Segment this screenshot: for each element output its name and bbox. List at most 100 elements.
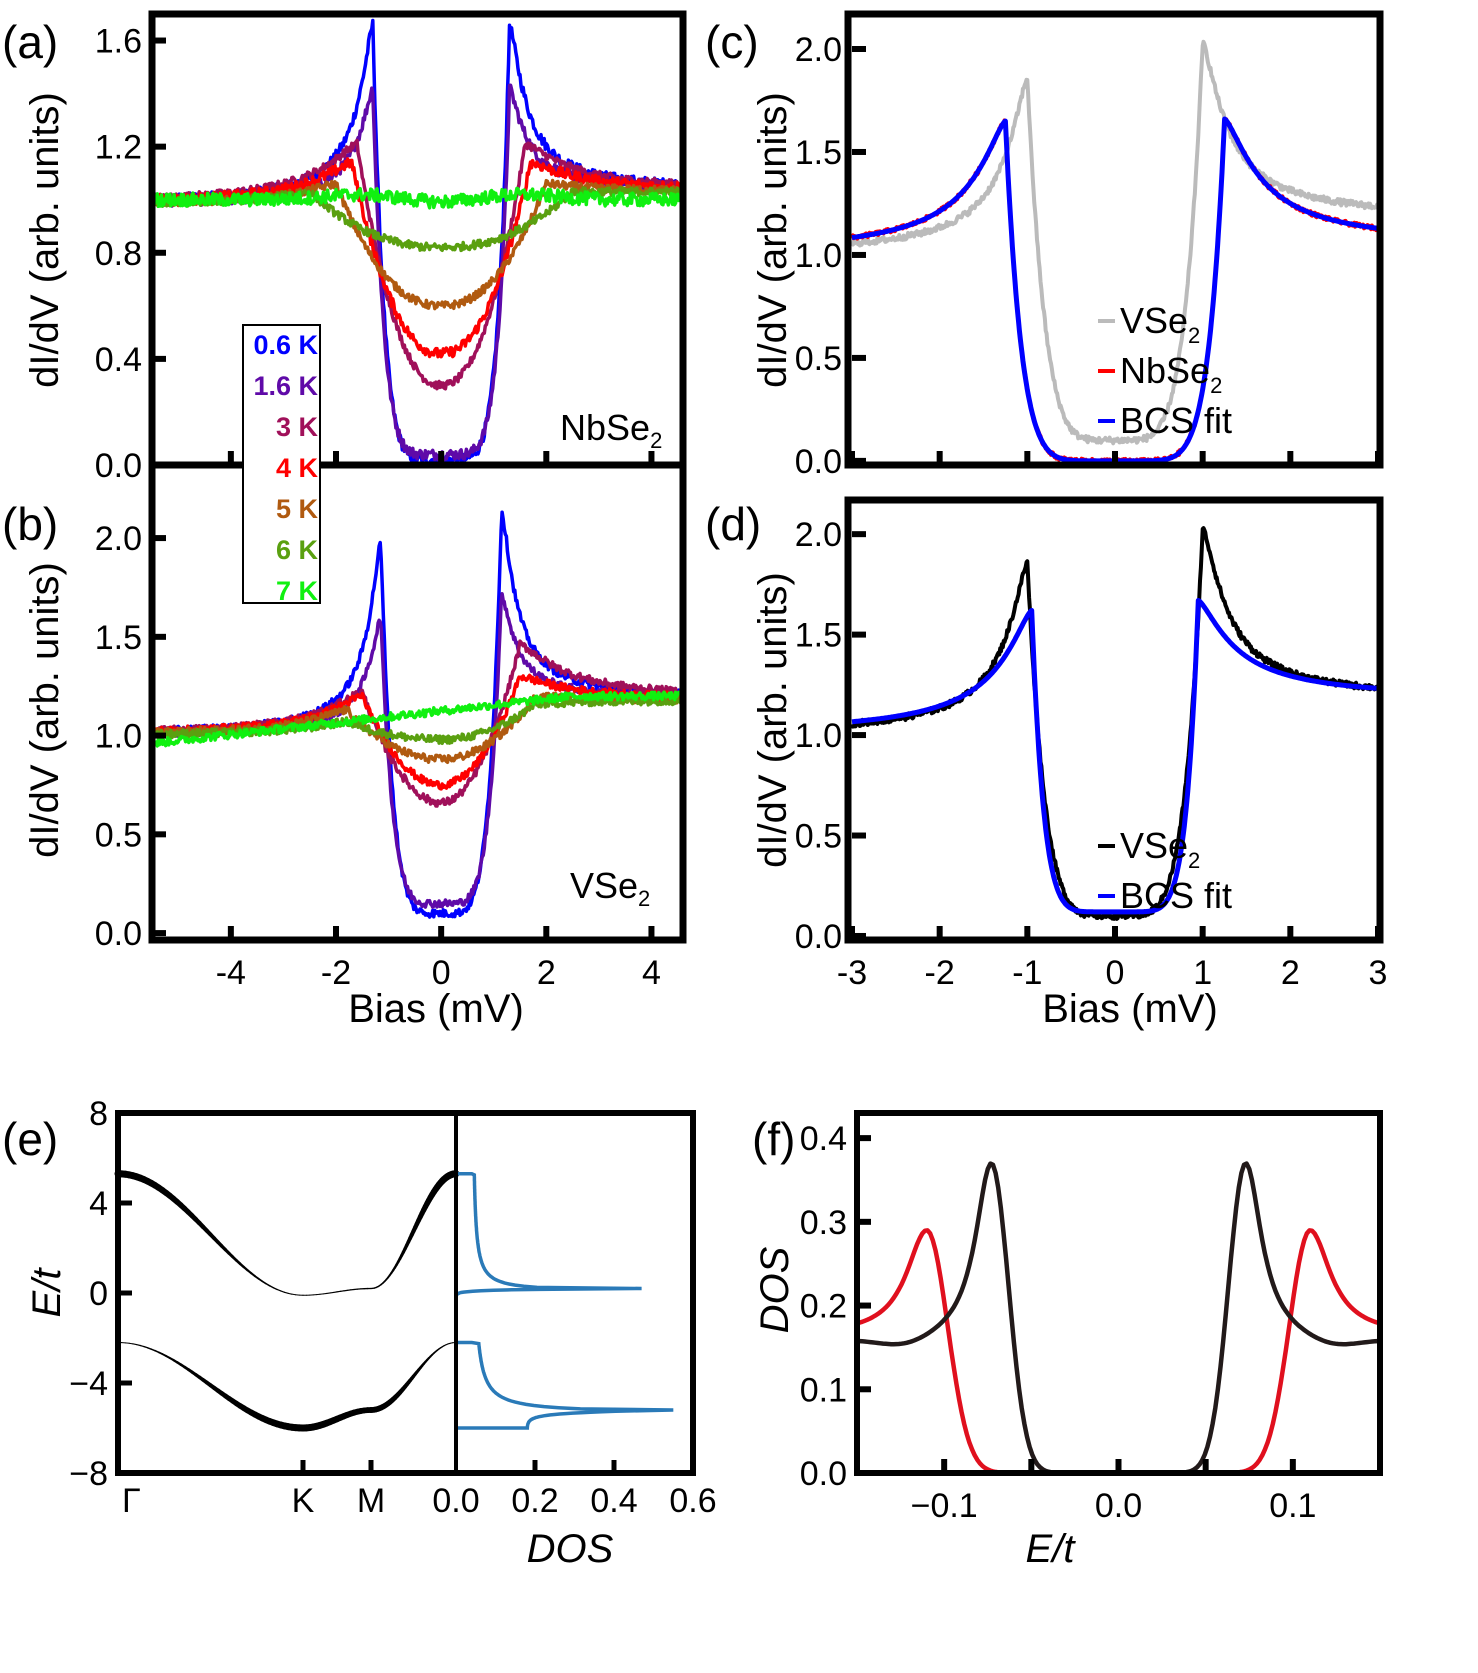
panel-d-legend-label: VSe2 bbox=[1120, 825, 1200, 873]
panel-f-xtick-label: 0.1 bbox=[1269, 1487, 1316, 1525]
panel-e-ytick-label: −8 bbox=[69, 1455, 108, 1493]
panel-b-ylabel: dI/dV (arb. units) bbox=[23, 562, 67, 858]
panel-d-ylabel: dI/dV (arb. units) bbox=[751, 572, 795, 868]
panel-d-legend-label: BCS fit bbox=[1120, 875, 1232, 916]
panel-d-ytick-label: 1.5 bbox=[795, 617, 842, 655]
panel-b: -4 -2 0 2 4 0.0 0.5 1.0 1.5 2.0 (b) dI/dV (arb. u… bbox=[2, 461, 687, 1031]
panel-a-annotation-sub: 2 bbox=[650, 428, 662, 453]
panel-d-xlabel: Bias (mV) bbox=[1042, 987, 1218, 1031]
panel-f-xtick-label: 0.0 bbox=[1095, 1487, 1142, 1525]
panel-a-annotation: NbSe2 bbox=[560, 407, 662, 453]
panel-b-xtick-label: -4 bbox=[216, 954, 246, 992]
panel-e-dos-xtick-label: 0.6 bbox=[669, 1482, 716, 1520]
panel-e-dos-xtick-label: 0.2 bbox=[511, 1482, 558, 1520]
panel-c-frame bbox=[844, 10, 1384, 469]
panel-c-ytick-label: 0.0 bbox=[795, 443, 842, 481]
legend-entry-7K: 7 K bbox=[276, 576, 319, 606]
panel-d-ticks: -3 -2 -1 0 1 2 3 0.0 0.5 1.0 1.5 2.0 bbox=[795, 516, 1388, 992]
panel-c-ticks: 0.0 0.5 1.0 1.5 2.0 bbox=[795, 31, 1381, 481]
panel-d-ytick-label: 0.0 bbox=[795, 918, 842, 956]
panel-f: −0.1 0.0 0.1 0.0 0.1 0.2 0.3 0.4 (f) DOS E/t bbox=[752, 1110, 1383, 1571]
panel-b-annotation-sub: 2 bbox=[638, 886, 650, 911]
panel-a-series-3K bbox=[151, 138, 685, 391]
panel-c-ytick-label: 1.5 bbox=[795, 134, 842, 172]
panel-d-xtick-label: 1 bbox=[1193, 954, 1212, 992]
panel-e-kpoint-label: Γ bbox=[122, 1482, 141, 1520]
panel-b-annotation-text: VSe bbox=[570, 865, 638, 906]
legend-entry-6K: 6 K bbox=[276, 535, 319, 565]
panel-e-band-segment bbox=[276, 1288, 282, 1292]
panel-d-curves bbox=[850, 526, 1380, 921]
panel-e-curves bbox=[114, 1170, 674, 1432]
panel-c-ytick-label: 0.5 bbox=[795, 340, 842, 378]
legend-entry-5K: 5 K bbox=[276, 494, 319, 524]
panel-a-ytick-label: 0.0 bbox=[95, 447, 142, 485]
panel-d-xtick-label: 2 bbox=[1281, 954, 1300, 992]
panel-b-xtick-label: 2 bbox=[537, 954, 556, 992]
temperature-legend-box bbox=[242, 324, 321, 604]
panel-e-band-segment bbox=[268, 1285, 275, 1289]
panel-d-series-BCS-fit bbox=[850, 598, 1380, 915]
panel-e-band-segment bbox=[283, 1291, 289, 1294]
panel-e-kpoint-label: M bbox=[357, 1482, 385, 1520]
panel-c-series-NbSe2 bbox=[850, 117, 1380, 465]
panel-a-series-7K bbox=[150, 186, 685, 210]
panel-a: 0.0 0.4 0.8 1.2 1.6 (a) dI/dV (arb. units) N… bbox=[2, 10, 687, 485]
legend-entry-4K: 4 K bbox=[276, 453, 319, 483]
panel-b-series-16K bbox=[151, 592, 685, 909]
panel-e-band-segment bbox=[128, 1342, 134, 1345]
panel-d-xtick-label: -1 bbox=[1012, 954, 1042, 992]
panel-f-label: (f) bbox=[752, 1113, 795, 1165]
panel-b-xtick-label: 4 bbox=[642, 954, 661, 992]
panel-a-ticks: 0.0 0.4 0.8 1.2 1.6 bbox=[95, 23, 655, 485]
panel-c-legend-label: BCS fit bbox=[1120, 400, 1232, 441]
panel-f-series-large-gap bbox=[856, 1228, 1381, 1476]
panel-c-legend-label: VSe2 bbox=[1120, 300, 1200, 348]
panel-f-ytick-label: 0.4 bbox=[800, 1120, 847, 1158]
panel-e-band-segment bbox=[280, 1290, 286, 1293]
panel-b-frame bbox=[148, 461, 687, 944]
panel-d-ytick-label: 1.0 bbox=[795, 717, 842, 755]
panel-b-series-6K bbox=[151, 695, 685, 746]
panel-e-dos-xlabel: DOS bbox=[527, 1527, 614, 1571]
panel-f-series-small-gap bbox=[856, 1161, 1381, 1476]
panel-e-kpoint-label: K bbox=[292, 1482, 315, 1520]
panel-b-curves bbox=[150, 510, 685, 919]
panel-e-ytick-label: 8 bbox=[89, 1095, 108, 1133]
panel-c-legend-label: NbSe2 bbox=[1120, 350, 1222, 398]
legend-entry-16K: 1.6 K bbox=[253, 371, 318, 401]
panel-c-series-VSe2 bbox=[850, 39, 1380, 446]
panel-f-frame bbox=[854, 1110, 1383, 1476]
panel-b-ytick-label: 1.5 bbox=[95, 619, 142, 657]
panel-e-ylabel: E/t bbox=[25, 1267, 69, 1318]
panel-d-xtick-label: 0 bbox=[1106, 954, 1125, 992]
panel-c-ylabel: dI/dV (arb. units) bbox=[751, 92, 795, 388]
panel-d-xtick-label: -2 bbox=[925, 954, 955, 992]
panel-a-ytick-label: 1.2 bbox=[95, 129, 142, 167]
panel-e-band-segment bbox=[287, 1292, 293, 1295]
panel-c-curves bbox=[850, 39, 1380, 465]
panel-e-band-segment bbox=[132, 1343, 138, 1346]
panel-a-frame bbox=[148, 10, 687, 469]
panel-a-ytick-label: 0.4 bbox=[95, 341, 142, 379]
panel-b-ticks: -4 -2 0 2 4 0.0 0.5 1.0 1.5 2.0 bbox=[95, 520, 661, 992]
panel-b-ytick-label: 2.0 bbox=[95, 520, 142, 558]
panel-b-series-7K bbox=[151, 690, 684, 748]
panel-e-ticks: −8 −4 0 4 8 Γ K M 0.0 0.2 0.4 0.6 bbox=[69, 1095, 716, 1520]
panel-f-ytick-label: 0.3 bbox=[800, 1204, 847, 1242]
panel-c-label: (c) bbox=[705, 16, 759, 68]
panel-b-xtick-label: -2 bbox=[321, 954, 351, 992]
temperature-legend-entries: 0.6 K 1.6 K 3 K 4 K 5 K 6 K 7 K bbox=[253, 330, 318, 606]
panel-b-ytick-label: 0.0 bbox=[95, 915, 142, 953]
panel-a-curves bbox=[150, 18, 685, 467]
panel-e-band-segment bbox=[265, 1282, 271, 1287]
panel-d-ytick-label: 0.5 bbox=[795, 818, 842, 856]
panel-f-xtick-label: −0.1 bbox=[911, 1487, 978, 1525]
panel-b-xlabel: Bias (mV) bbox=[348, 987, 524, 1031]
panel-e-frame bbox=[115, 1110, 696, 1476]
panel-e-label: (e) bbox=[2, 1113, 58, 1165]
panel-d-label: (d) bbox=[705, 498, 761, 550]
